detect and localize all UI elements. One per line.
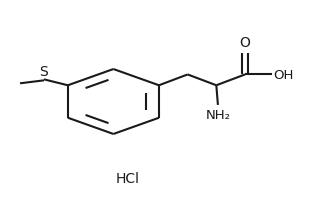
Text: HCl: HCl: [116, 171, 140, 185]
Text: NH₂: NH₂: [206, 108, 230, 121]
Text: OH: OH: [274, 69, 294, 82]
Text: O: O: [240, 36, 250, 50]
Text: S: S: [40, 65, 48, 79]
